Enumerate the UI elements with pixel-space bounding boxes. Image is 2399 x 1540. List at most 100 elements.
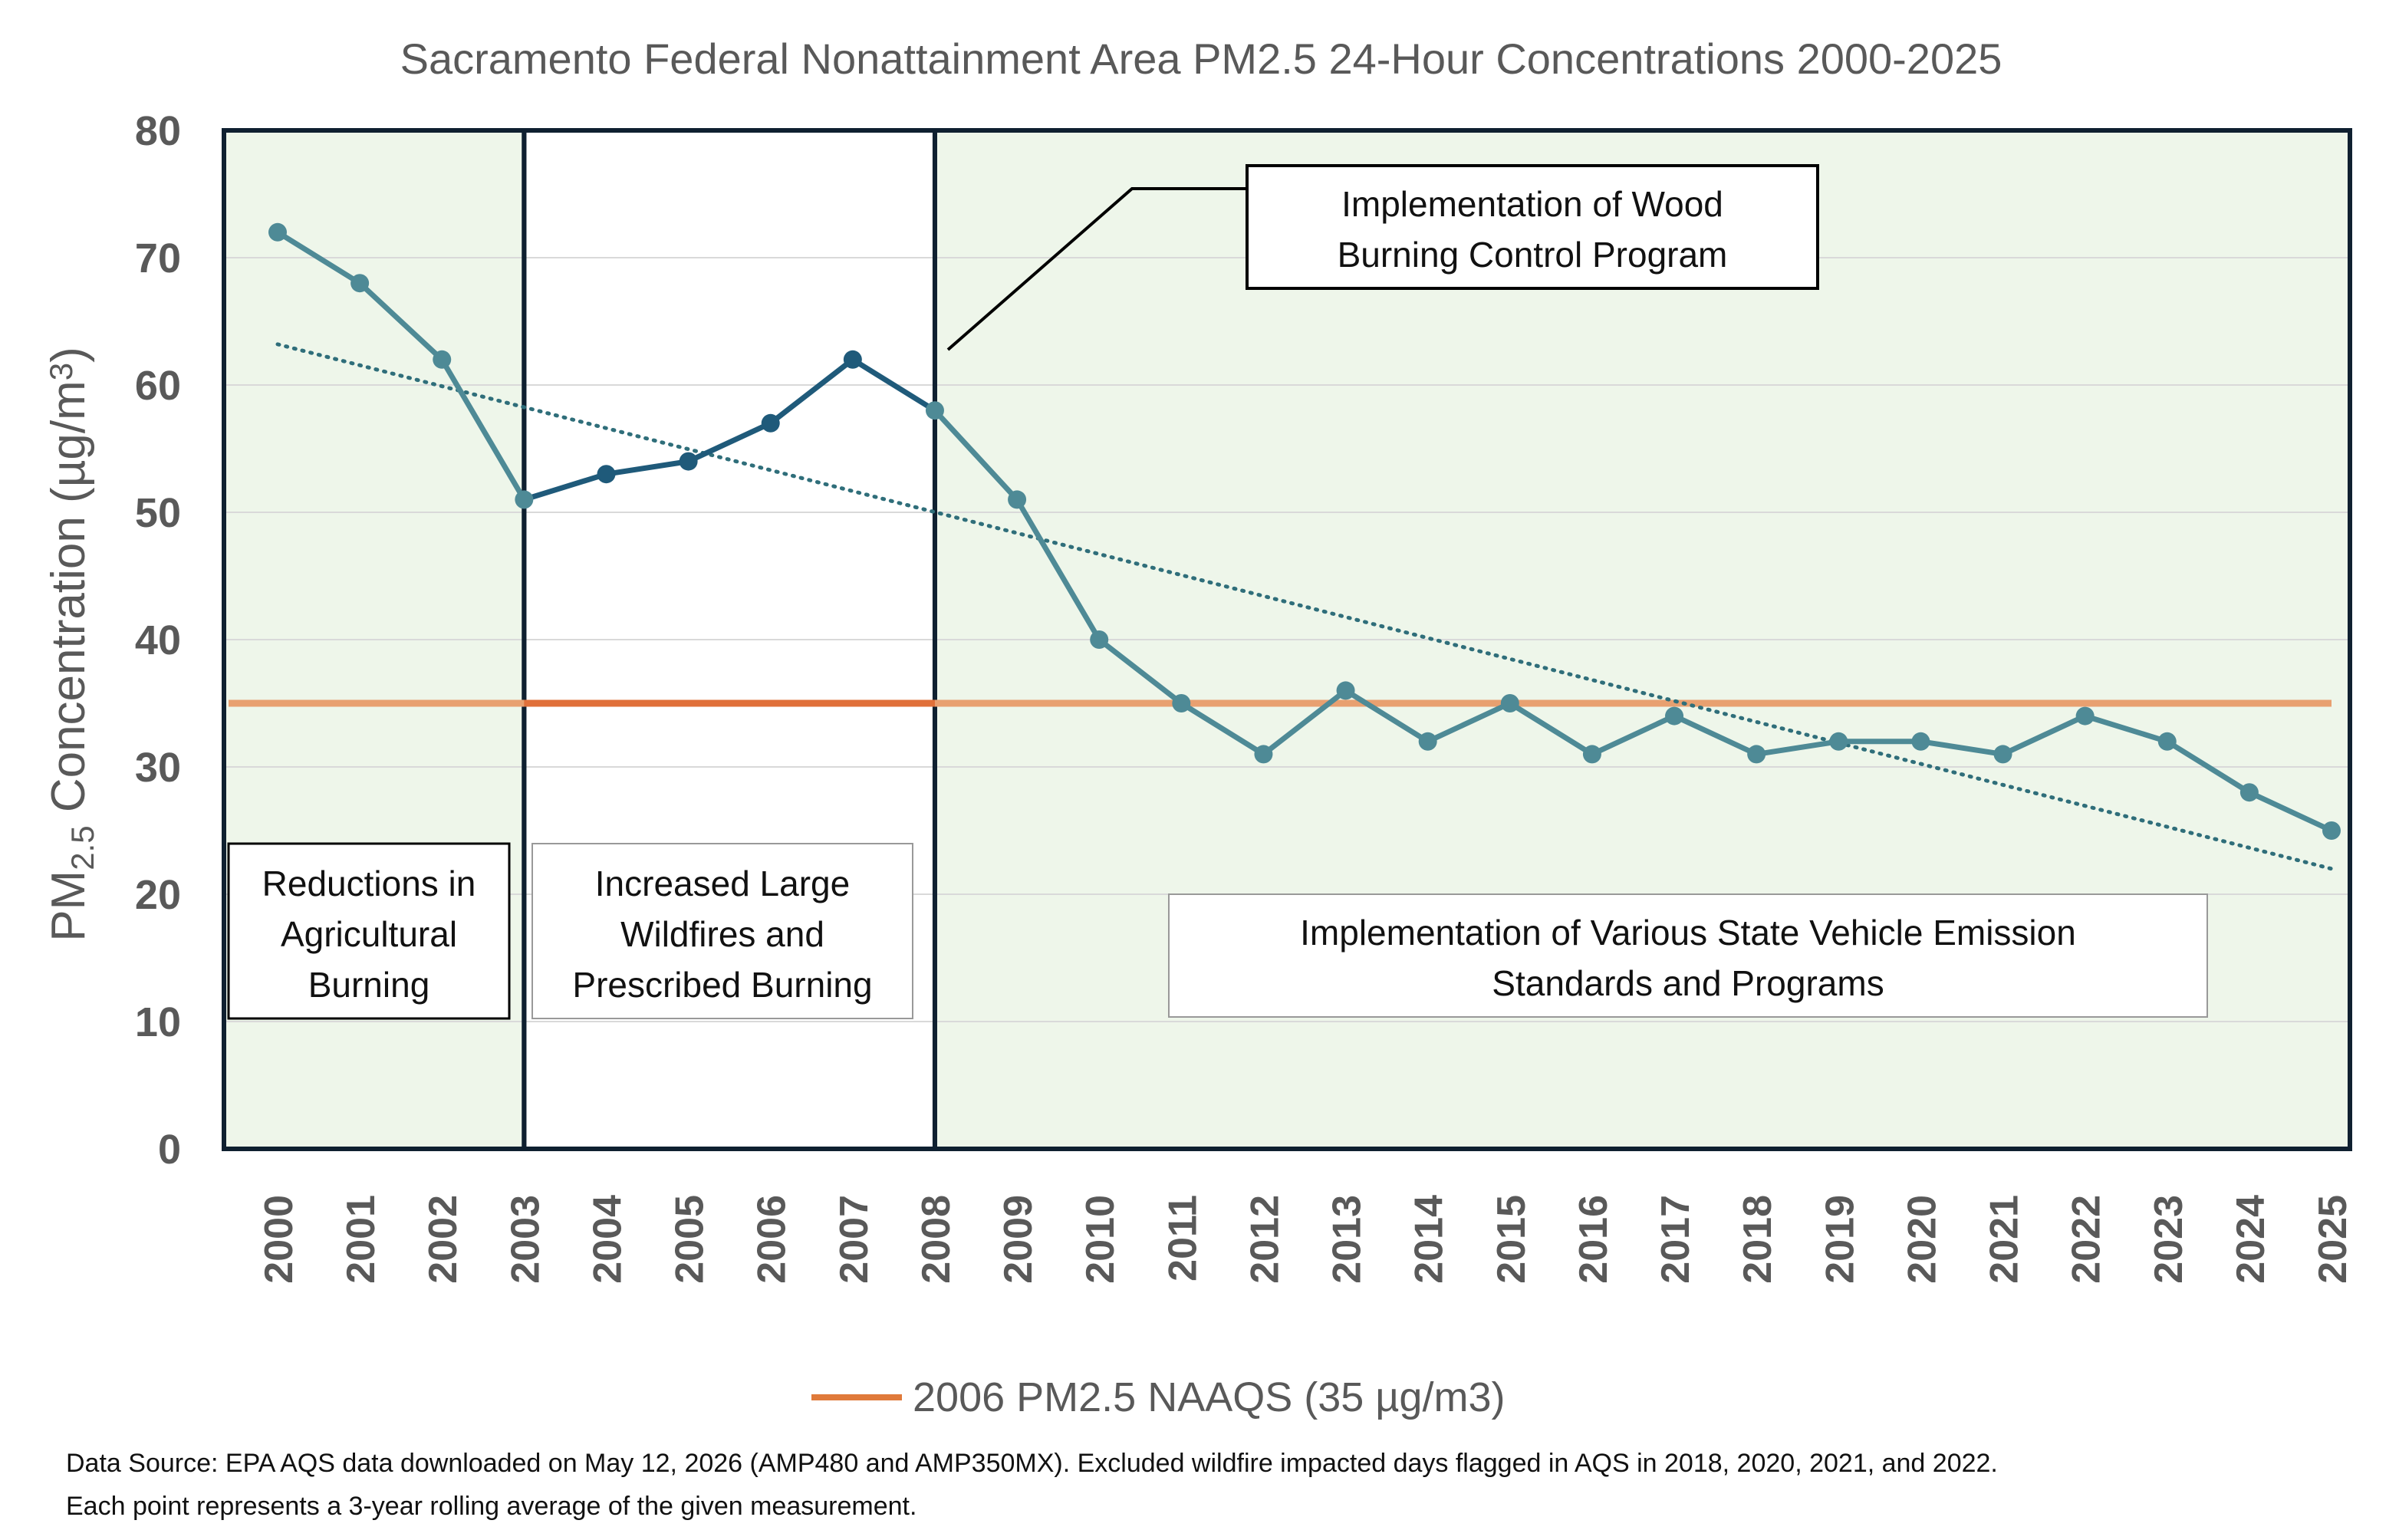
x-tick-label: 2012 <box>1242 1195 1287 1284</box>
y-tick-label: 10 <box>135 999 181 1045</box>
trendline <box>275 342 2334 871</box>
x-axis-ticks: 2000 2001 2002 2003 2004 2005 2006 2007 2008 2009… <box>257 1195 2355 1284</box>
data-point-2016 <box>1582 745 1601 764</box>
annotation-text: Increased Large <box>595 864 850 903</box>
x-tick-label: 2010 <box>1078 1195 1123 1284</box>
series-segment <box>686 420 774 465</box>
data-point-2000 <box>268 222 287 242</box>
x-tick-label: 2024 <box>2229 1195 2273 1284</box>
chart-title: Sacramento Federal Nonattainment Area PM… <box>400 35 2002 83</box>
x-tick-label: 2022 <box>2065 1195 2109 1284</box>
x-tick-label: 2017 <box>1654 1195 1698 1284</box>
annotation-text: Burning <box>308 965 430 1005</box>
series-segment <box>1096 637 1184 706</box>
data-point-2025 <box>2322 821 2341 840</box>
annotation-text: Standards and Programs <box>1492 963 1884 1003</box>
annotation-box <box>531 843 913 1019</box>
annotation-text: Wildfires and <box>620 914 824 954</box>
series-segment <box>1507 700 1595 757</box>
y-axis-label: PM2.5 Concentration (µg/m3) <box>42 347 100 942</box>
trendline-layer <box>275 342 2334 871</box>
annotation-box <box>1168 893 2208 1018</box>
data-point-2005 <box>679 452 698 471</box>
y-tick-label: 40 <box>135 617 181 663</box>
annotation-text: Reductions in <box>262 864 476 903</box>
legend-label: 2006 PM2.5 NAAQS (35 µg/m3) <box>913 1374 1505 1420</box>
data-point-2013 <box>1336 681 1355 700</box>
series-segment <box>2000 713 2088 757</box>
x-tick-label: 2013 <box>1325 1195 1370 1284</box>
x-tick-label: 2007 <box>832 1195 877 1284</box>
data-point-2023 <box>2157 732 2177 751</box>
series-segment <box>1589 713 1677 757</box>
x-tick-label: 2008 <box>914 1195 959 1284</box>
series-segment <box>2082 713 2170 745</box>
annotation-text: Prescribed Burning <box>572 965 872 1005</box>
series-segment <box>521 471 609 502</box>
data-point-2002 <box>433 350 452 369</box>
data-point-2011 <box>1172 694 1191 712</box>
annotation-box <box>1246 164 1819 290</box>
series-segment <box>1917 739 2006 757</box>
annotation-text: Implementation of Wood <box>1341 184 1723 224</box>
data-point-2004 <box>597 465 616 484</box>
x-tick-label: 2000 <box>257 1195 301 1284</box>
data-point-2012 <box>1254 745 1273 764</box>
x-tick-label: 2015 <box>1489 1195 1534 1284</box>
data-point-2015 <box>1500 694 1519 712</box>
data-point-2006 <box>761 413 780 433</box>
series-segment <box>1014 496 1102 643</box>
x-tick-label: 2006 <box>750 1195 795 1284</box>
annotation-text: Implementation of Various State Vehicle … <box>1300 913 2076 953</box>
series-segment <box>357 280 445 363</box>
x-tick-label: 2003 <box>503 1195 548 1284</box>
series-segment <box>850 357 938 413</box>
y-axis-ticks: 0 10 20 30 40 50 60 70 80 <box>135 108 181 1173</box>
source-line-1: Data Source: EPA AQS data downloaded on … <box>66 1449 1998 1478</box>
series-segment <box>2164 739 2253 795</box>
x-tick-label: 2025 <box>2311 1195 2355 1284</box>
x-tick-label: 2002 <box>421 1195 466 1284</box>
x-tick-label: 2021 <box>1983 1195 2027 1284</box>
data-point-2018 <box>1747 745 1766 764</box>
data-point-2003 <box>515 490 534 509</box>
x-tick-label: 2019 <box>1818 1195 1862 1284</box>
y-tick-label: 60 <box>135 363 181 409</box>
x-tick-label: 2005 <box>668 1195 712 1284</box>
series-segment <box>1343 687 1431 745</box>
series-segment <box>1671 713 1759 757</box>
data-point-2022 <box>2075 706 2095 726</box>
x-tick-label: 2011 <box>1160 1195 1205 1282</box>
annotation-text: Burning Control Program <box>1338 235 1728 275</box>
data-point-2008 <box>925 401 944 420</box>
y-tick-label: 20 <box>135 872 181 918</box>
y-tick-label: 50 <box>135 490 181 536</box>
x-tick-label: 2023 <box>2147 1195 2191 1284</box>
series-segment <box>2246 789 2335 834</box>
data-point-2021 <box>1993 745 2012 764</box>
source-line-2: Each point represents a 3-year rolling a… <box>66 1492 917 1521</box>
data-point-2001 <box>350 274 370 293</box>
data-point-2020 <box>1911 732 1930 751</box>
x-tick-label: 2016 <box>1571 1195 1616 1284</box>
x-tick-label: 2018 <box>1736 1195 1780 1284</box>
data-point-2019 <box>1829 732 1848 751</box>
x-tick-label: 2009 <box>996 1195 1041 1284</box>
series-segment <box>932 407 1020 502</box>
period-frame <box>932 128 2352 1151</box>
y-tick-label: 30 <box>135 745 181 791</box>
series-segment <box>1178 700 1266 757</box>
x-tick-label: 2004 <box>585 1195 630 1284</box>
series-segment <box>1260 687 1349 757</box>
annotations: Reductions in Agricultural Burning Increase… <box>227 164 2208 1020</box>
x-tick-label: 2020 <box>1900 1195 1944 1284</box>
x-tick-label: 2001 <box>339 1195 383 1284</box>
data-point-2024 <box>2239 783 2259 802</box>
period-frames <box>222 128 2352 1151</box>
series-segment <box>768 357 856 426</box>
series-segment <box>603 459 692 477</box>
data-point-2009 <box>1008 490 1027 509</box>
y-tick-label: 70 <box>135 235 181 281</box>
data-point-2017 <box>1665 706 1684 726</box>
